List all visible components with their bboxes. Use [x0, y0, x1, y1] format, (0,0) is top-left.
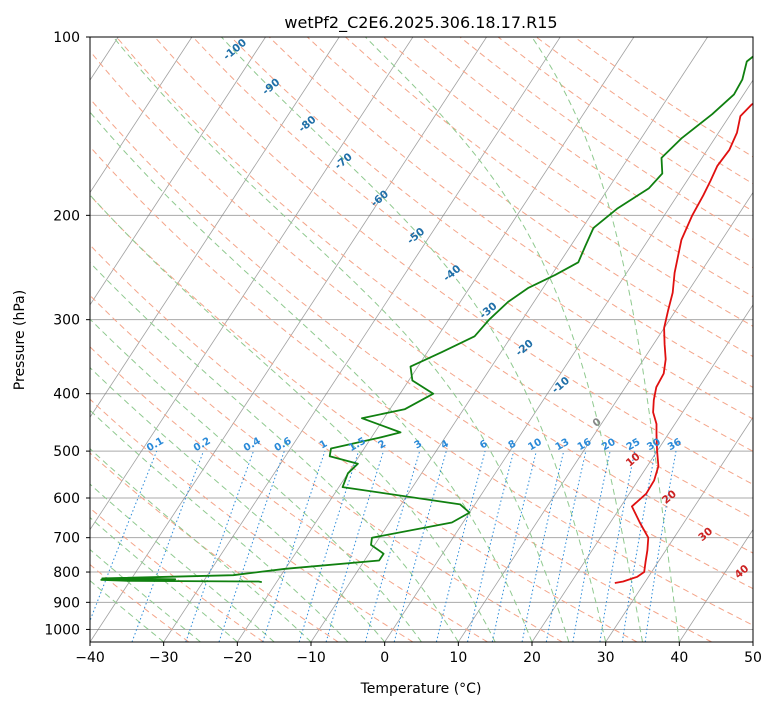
moist-adiabats — [90, 37, 680, 642]
mixing-ratio-line — [467, 450, 515, 642]
dry-adiabats — [90, 37, 753, 642]
isotherm — [90, 37, 340, 418]
mixing-ratio-line — [491, 450, 537, 642]
isotherm — [90, 37, 266, 306]
mixing-ratio-line — [185, 450, 254, 642]
x-tick-label: 40 — [670, 650, 688, 666]
mixing-ratio-line — [131, 450, 204, 642]
y-tick-label: 400 — [53, 387, 80, 403]
mixing-ratio-label: 4 — [439, 438, 451, 451]
mixing-ratio-label: 6 — [478, 438, 490, 451]
isotherm — [384, 79, 753, 642]
y-tick-label: 800 — [53, 565, 80, 581]
mixing-ratio-line — [364, 450, 421, 642]
x-tick-label: 50 — [744, 650, 762, 666]
mixing-ratio-line — [435, 450, 486, 642]
moist-adiabat — [365, 37, 643, 642]
y-tick-label: 1000 — [44, 622, 80, 638]
moist-adiabat — [221, 37, 607, 642]
moist-adiabat — [90, 516, 238, 642]
mixing-ratio-line — [521, 450, 565, 642]
y-tick-label: 900 — [53, 595, 80, 611]
mixing-ratio-label: 2 — [376, 438, 388, 451]
mixing-ratio-line — [218, 450, 285, 642]
dry-adiabat — [90, 97, 753, 590]
x-tick-label: 0 — [380, 650, 389, 666]
x-tick-label: 10 — [449, 650, 467, 666]
y-tick-label: 600 — [53, 491, 80, 507]
isotherm — [236, 37, 635, 642]
moist-adiabat — [531, 37, 680, 642]
x-tick-label: −40 — [75, 650, 105, 666]
moist-adiabat — [90, 483, 275, 642]
dry-adiabat — [90, 294, 563, 642]
dry-adiabat — [90, 346, 488, 642]
y-axis-ticks: 100 200 300 400 500 600 700 800 900 1000 — [44, 30, 90, 638]
y-tick-label: 700 — [53, 531, 80, 547]
dry-adiabat — [116, 37, 753, 519]
temperature-profile-line — [614, 102, 753, 584]
x-tick-label: 20 — [523, 650, 541, 666]
isotherm — [163, 37, 561, 642]
moist-adiabat — [90, 366, 386, 642]
dewpoint-profile-line — [100, 55, 753, 583]
mixing-ratio-label: 8 — [507, 438, 519, 451]
moist-adiabat — [90, 318, 422, 642]
y-tick-label: 100 — [53, 30, 80, 46]
dry-adiabat — [90, 50, 753, 554]
isotherm — [531, 304, 753, 642]
mixing-ratio-line — [393, 450, 447, 642]
profile-series — [100, 55, 753, 584]
dry-adiabat — [90, 146, 753, 626]
moist-adiabat — [90, 448, 312, 642]
y-axis-label: Pressure (hPa) — [12, 290, 28, 390]
pressure-gridlines — [90, 37, 753, 630]
moist-adiabat — [90, 111, 533, 642]
mixing-ratio-label: 3 — [413, 438, 425, 451]
dry-adiabat — [154, 37, 753, 485]
isotherm — [605, 416, 753, 642]
isotherm — [457, 191, 753, 642]
y-tick-label: 200 — [53, 208, 80, 224]
x-tick-label: 30 — [597, 650, 615, 666]
x-axis-ticks: −40 −30 −20 −10 0 10 20 30 40 50 — [75, 642, 762, 666]
mixing-ratio-line — [262, 450, 326, 642]
plot-frame — [89, 36, 754, 643]
dry-adiabat — [306, 37, 753, 358]
x-tick-label: −20 — [223, 650, 253, 666]
y-tick-label: 300 — [53, 313, 80, 329]
x-tick-label: −30 — [149, 650, 179, 666]
dry-adiabat — [345, 37, 753, 327]
dry-adiabat — [192, 37, 753, 452]
x-tick-label: −10 — [296, 650, 326, 666]
y-tick-label: 500 — [53, 444, 80, 460]
mixing-ratio-line — [90, 450, 158, 622]
chart-title: wetPf2_C2E6.2025.306.18.17.R15 — [284, 13, 557, 33]
moist-adiabat — [112, 37, 570, 642]
x-axis-label: Temperature (°C) — [360, 681, 482, 697]
moist-adiabat — [90, 261, 459, 642]
mixing-ratio-line — [298, 450, 360, 642]
dry-adiabat — [90, 507, 264, 642]
moist-adiabat — [90, 409, 349, 642]
isotherm — [678, 528, 753, 642]
mixing-ratio-lines — [90, 450, 677, 642]
mixing-ratio-line — [644, 451, 677, 642]
dry-adiabat — [383, 37, 753, 298]
isotherm — [90, 37, 414, 531]
mixing-ratio-label: 1 — [318, 438, 330, 451]
isotherm — [90, 37, 193, 194]
